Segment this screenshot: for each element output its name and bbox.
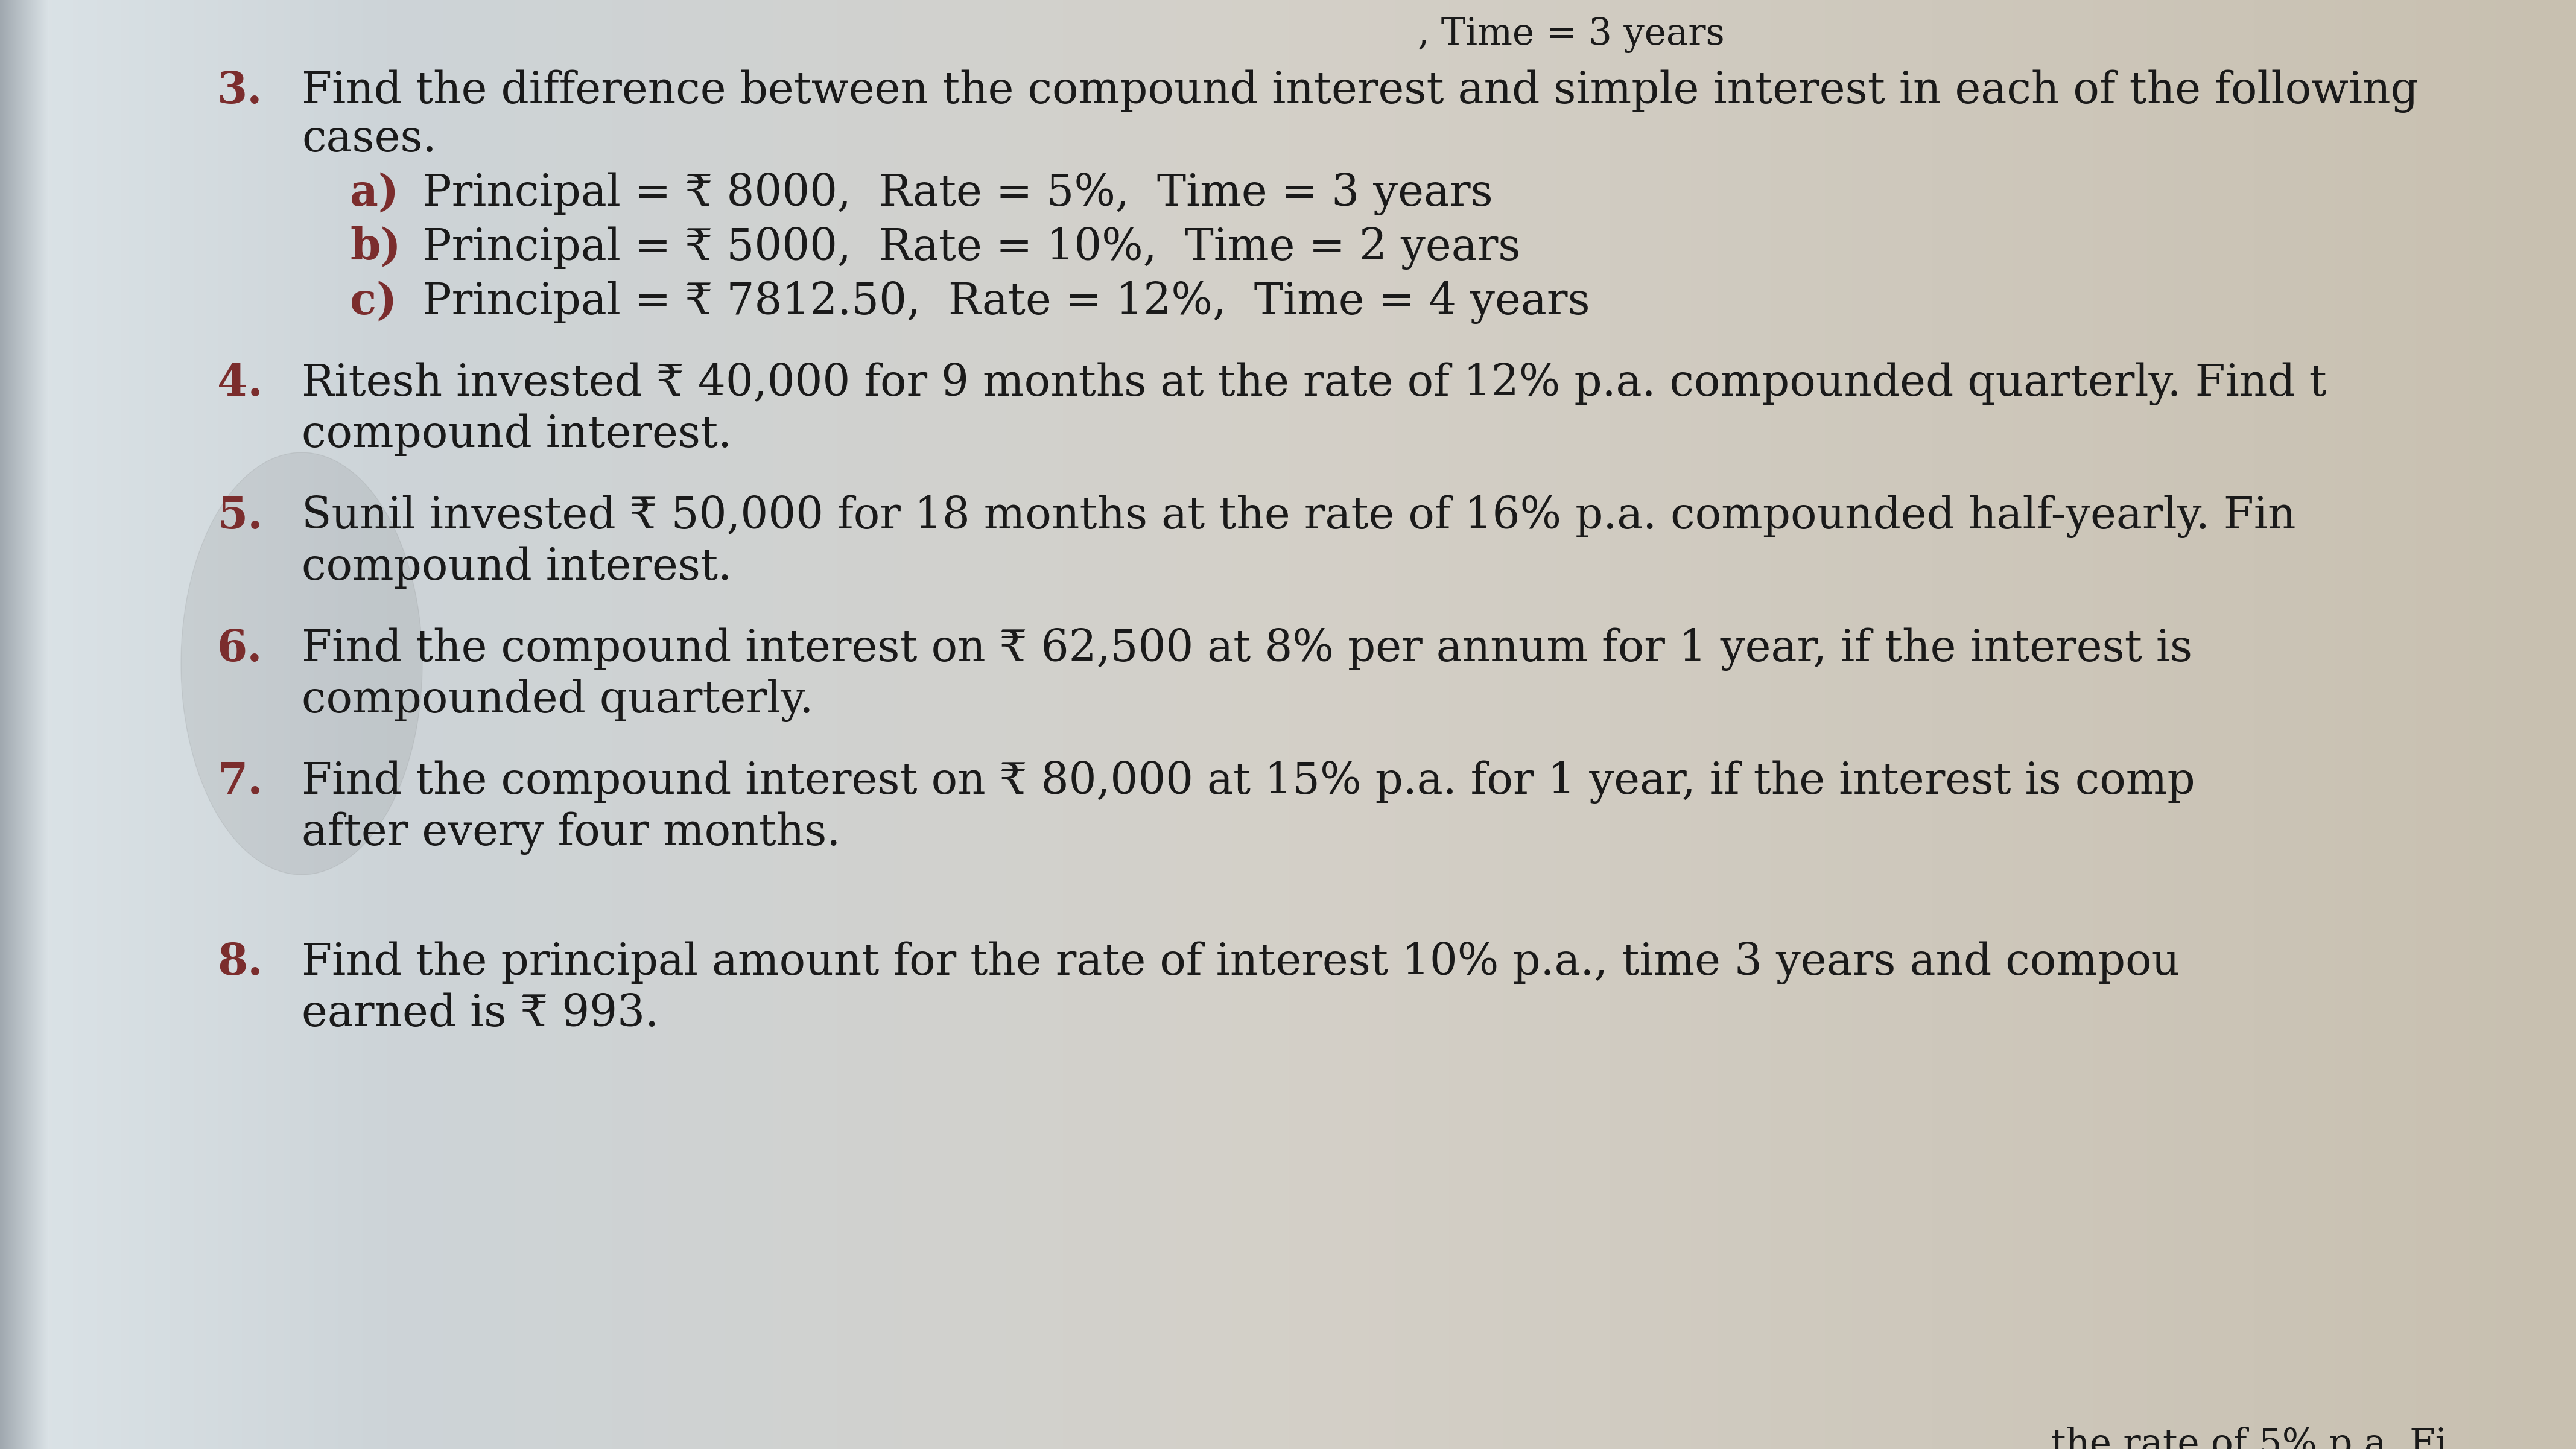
Text: 8.: 8.	[216, 940, 263, 984]
Text: 5.: 5.	[216, 494, 263, 538]
Text: Find the compound interest on ₹ 62,500 at 8% per annum for 1 year, if the intere: Find the compound interest on ₹ 62,500 a…	[301, 627, 2192, 671]
Text: after every four months.: after every four months.	[301, 811, 840, 855]
Text: 6.: 6.	[216, 627, 263, 671]
Text: compounded quarterly.: compounded quarterly.	[301, 678, 814, 722]
Text: b): b)	[350, 226, 402, 270]
Text: earned is ₹ 993.: earned is ₹ 993.	[301, 993, 659, 1035]
Text: 4.: 4.	[216, 362, 263, 404]
Text: Principal = ₹ 8000,  Rate = 5%,  Time = 3 years: Principal = ₹ 8000, Rate = 5%, Time = 3 …	[422, 172, 1494, 214]
Text: 3.: 3.	[216, 70, 263, 112]
Text: Find the compound interest on ₹ 80,000 at 15% p.a. for 1 year, if the interest i: Find the compound interest on ₹ 80,000 a…	[301, 761, 2195, 803]
Text: Principal = ₹ 5000,  Rate = 10%,  Time = 2 years: Principal = ₹ 5000, Rate = 10%, Time = 2…	[422, 226, 1520, 270]
Text: Find the principal amount for the rate of interest 10% p.a., time 3 years and co: Find the principal amount for the rate o…	[301, 940, 2179, 984]
Text: compound interest.: compound interest.	[301, 546, 732, 588]
Text: Ritesh invested ₹ 40,000 for 9 months at the rate of 12% p.a. compounded quarter: Ritesh invested ₹ 40,000 for 9 months at…	[301, 362, 2326, 406]
Text: 7.: 7.	[216, 761, 263, 803]
Text: , Time = 3 years: , Time = 3 years	[1417, 17, 1723, 54]
Ellipse shape	[180, 452, 422, 875]
Text: the rate of 5% p.a. Fi: the rate of 5% p.a. Fi	[2050, 1427, 2447, 1449]
Text: Sunil invested ₹ 50,000 for 18 months at the rate of 16% p.a. compounded half-ye: Sunil invested ₹ 50,000 for 18 months at…	[301, 494, 2295, 538]
Text: Principal = ₹ 7812.50,  Rate = 12%,  Time = 4 years: Principal = ₹ 7812.50, Rate = 12%, Time …	[422, 281, 1589, 323]
Text: cases.: cases.	[301, 117, 435, 161]
Text: compound interest.: compound interest.	[301, 413, 732, 456]
Text: c): c)	[350, 281, 397, 323]
Text: a): a)	[350, 172, 399, 214]
Text: Find the difference between the compound interest and simple interest in each of: Find the difference between the compound…	[301, 70, 2419, 113]
